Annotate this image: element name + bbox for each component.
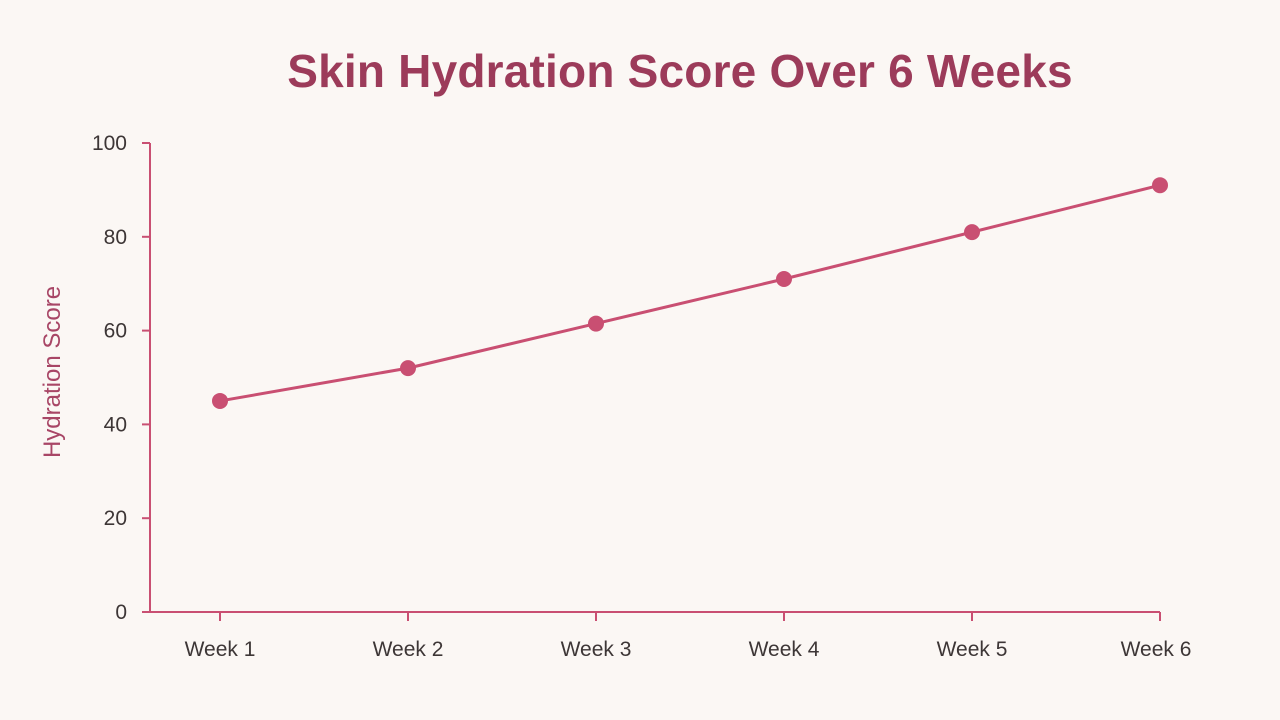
y-tick-label: 40 <box>104 413 127 436</box>
y-tick-label: 60 <box>104 320 127 343</box>
data-point <box>400 360 416 377</box>
data-point <box>1152 177 1168 194</box>
y-axis-title-group: Hydration Score <box>39 286 66 458</box>
series <box>212 177 1168 409</box>
x-tick-label: Week 2 <box>373 638 444 661</box>
y-tick-label: 80 <box>104 226 127 249</box>
data-point <box>588 315 604 332</box>
y-tick-label: 100 <box>92 132 127 155</box>
y-tick-label: 20 <box>104 507 127 530</box>
y-tick-label: 0 <box>115 601 127 624</box>
axes <box>149 143 1160 613</box>
data-point <box>964 224 980 241</box>
x-tick-label: Week 3 <box>561 638 632 661</box>
series-line <box>218 183 1162 403</box>
data-point <box>212 392 228 409</box>
x-tick-label: Week 5 <box>937 638 1008 661</box>
x-ticks: Week 1 Week 2 Week 3 Week 4 Week 5 Week 6 <box>185 612 1192 661</box>
x-tick-label: Week 1 <box>185 638 256 661</box>
x-tick-label: Week 4 <box>749 638 820 661</box>
x-tick-label: Week 6 <box>1121 638 1192 661</box>
data-point <box>776 271 792 288</box>
y-axis-title: Hydration Score <box>39 286 66 458</box>
y-ticks: 0 20 40 60 80 100 <box>92 132 150 624</box>
chart-title: Skin Hydration Score Over 6 Weeks <box>287 45 1073 97</box>
